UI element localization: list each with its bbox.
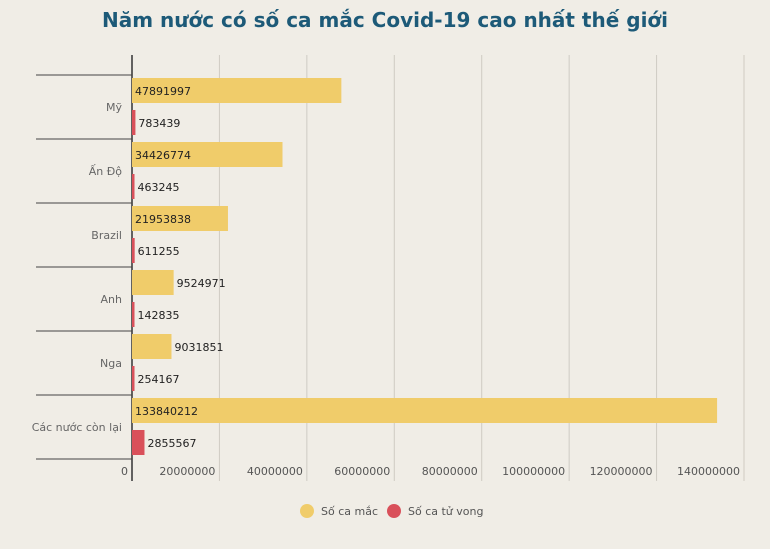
x-tick-label: 120000000	[590, 465, 653, 478]
bar-deaths	[132, 110, 136, 135]
bar-deaths	[132, 238, 135, 263]
data-label: 142835	[138, 309, 180, 322]
x-tick-label: 100000000	[502, 465, 565, 478]
category-label: Mỹ	[106, 101, 122, 114]
bar-cases	[132, 334, 172, 359]
bar-cases	[132, 206, 228, 231]
bar-cases	[132, 142, 283, 167]
data-label: 133840212	[135, 405, 198, 418]
legend-label: Số ca tử vong	[408, 505, 483, 518]
data-label: 463245	[138, 181, 180, 194]
data-label: 783439	[138, 117, 180, 130]
x-tick-label: 20000000	[159, 465, 215, 478]
bar-deaths	[132, 174, 135, 199]
legend-marker	[387, 504, 401, 518]
legend-marker	[300, 504, 314, 518]
category-label: Ấn Độ	[89, 164, 123, 178]
bar-cases	[132, 78, 342, 103]
data-label: 47891997	[135, 85, 191, 98]
data-label: 9031851	[174, 341, 223, 354]
category-label: Các nước còn lại	[32, 421, 122, 434]
category-label: Anh	[101, 293, 122, 306]
category-label: Brazil	[91, 229, 122, 242]
legend-label: Số ca mắc	[321, 505, 378, 518]
data-label: 34426774	[135, 149, 191, 162]
bar-cases	[132, 398, 718, 423]
x-tick-label: 40000000	[247, 465, 303, 478]
bar-deaths	[132, 366, 135, 391]
data-label: 2855567	[147, 437, 196, 450]
x-tick-label: 80000000	[422, 465, 478, 478]
category-label: Nga	[100, 357, 122, 370]
chart-title: Năm nước có số ca mắc Covid-19 cao nhất …	[101, 8, 669, 32]
data-label: 21953838	[135, 213, 191, 226]
x-tick-label: 0	[121, 465, 128, 478]
data-label: 9524971	[177, 277, 226, 290]
data-label: 611255	[138, 245, 180, 258]
bar-deaths	[132, 302, 135, 327]
x-tick-label: 140000000	[677, 465, 740, 478]
bar-deaths	[132, 430, 145, 455]
data-label: 254167	[138, 373, 180, 386]
bar-cases	[132, 270, 174, 295]
x-tick-label: 60000000	[334, 465, 390, 478]
